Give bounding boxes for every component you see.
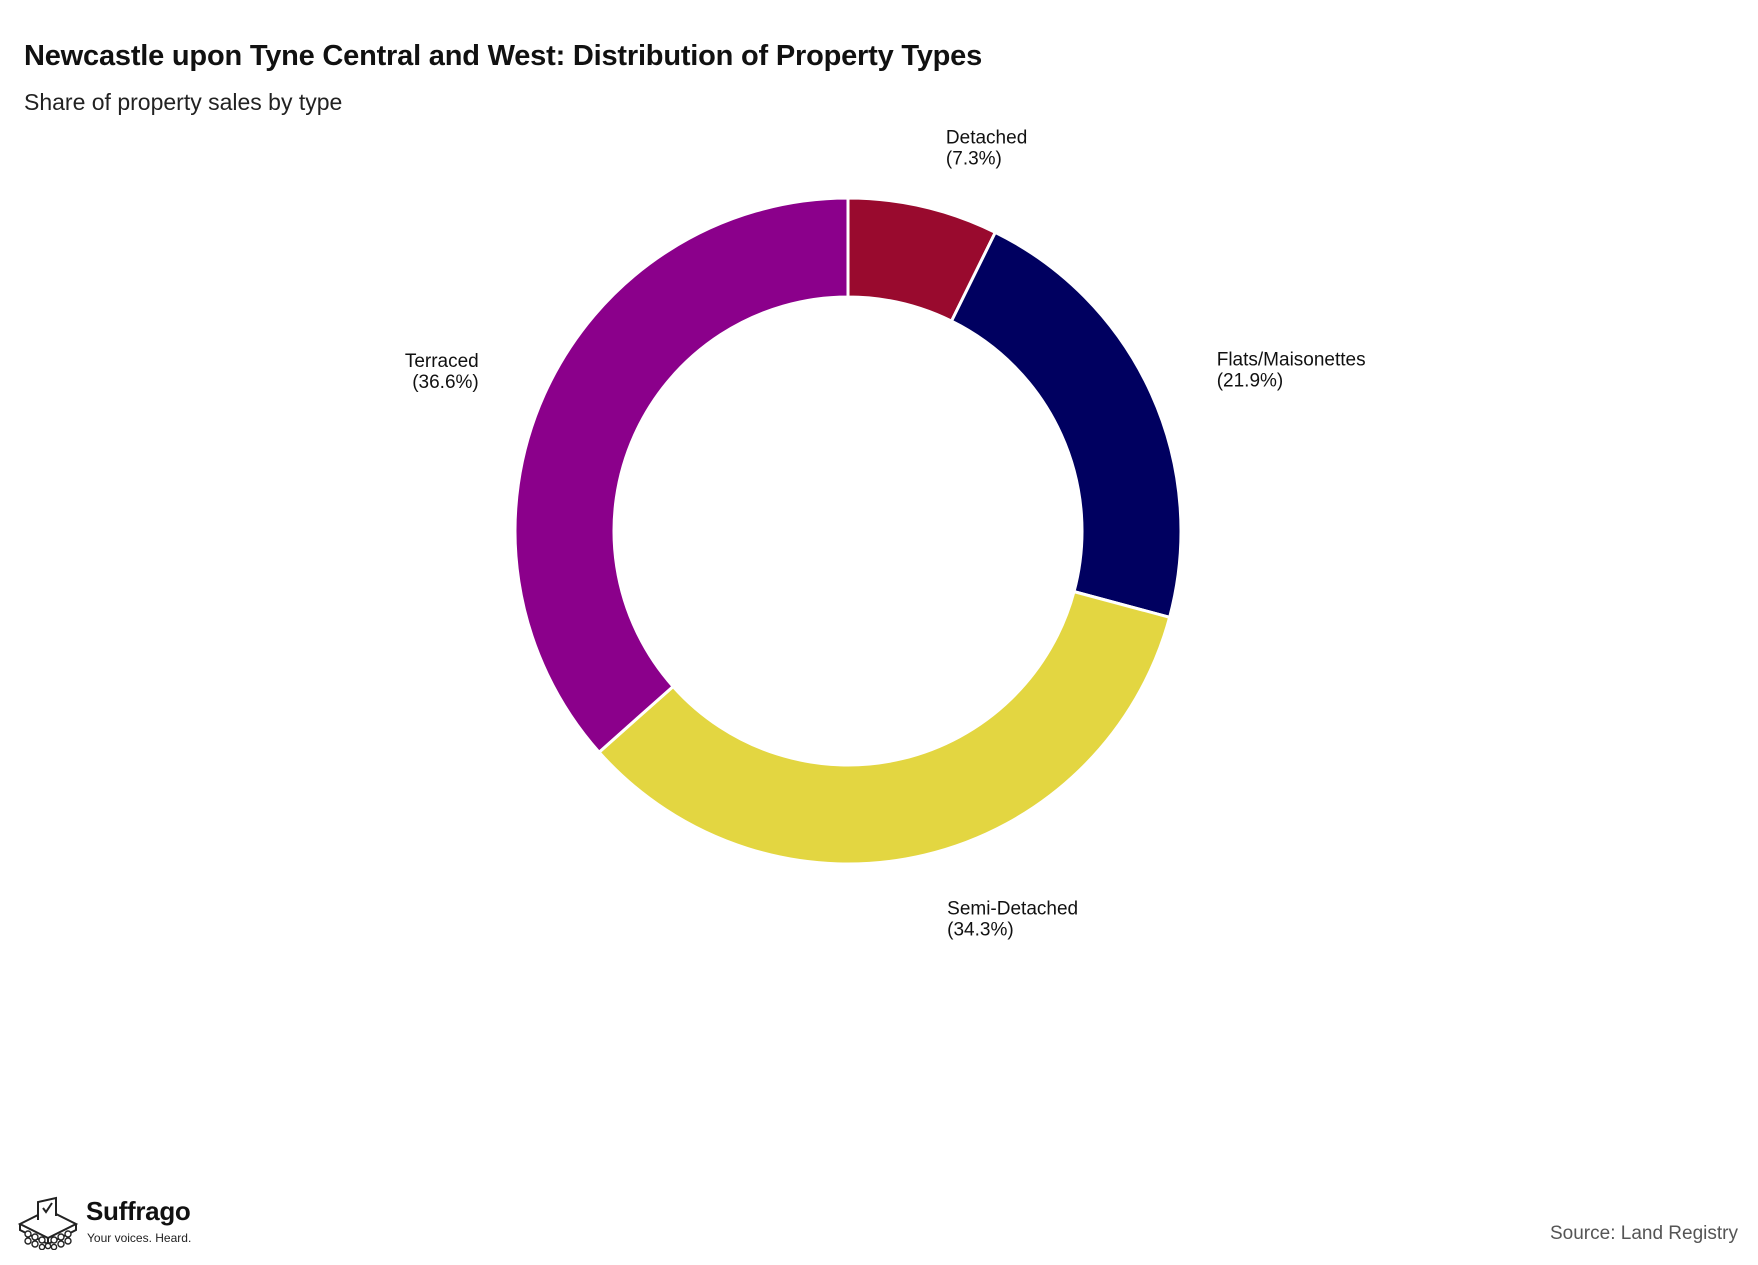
label-value-flats-maisonettes: (21.9%) bbox=[1217, 371, 1284, 392]
label-semi-detached: Semi-Detached (34.3%) bbox=[947, 898, 1078, 940]
label-flats-maisonettes: Flats/Maisonettes (21.9%) bbox=[1217, 350, 1366, 392]
chart-title: Newcastle upon Tyne Central and West: Di… bbox=[24, 40, 983, 72]
brand-tagline: Your voices. Heard. bbox=[87, 1231, 192, 1245]
source-note: Source: Land Registry bbox=[1550, 1223, 1738, 1244]
label-value-semi-detached: (34.3%) bbox=[947, 919, 1014, 940]
chart-subtitle: Share of property sales by type bbox=[24, 89, 343, 115]
brand-name: Suffrago bbox=[86, 1196, 191, 1226]
label-name-terraced: Terraced bbox=[405, 351, 479, 372]
donut-labels: Detached (7.3%) Flats/Maisonettes (21.9%) Se… bbox=[405, 127, 1366, 940]
donut-slices bbox=[513, 196, 1183, 866]
slice-semi-detached bbox=[597, 590, 1172, 866]
label-value-detached: (7.3%) bbox=[946, 148, 1002, 169]
label-value-terraced: (36.6%) bbox=[412, 372, 479, 393]
label-detached: Detached (7.3%) bbox=[946, 127, 1027, 169]
slice-terraced bbox=[513, 196, 850, 754]
ballot-box-icon bbox=[17, 1196, 79, 1250]
slice-flats-maisonettes bbox=[950, 230, 1183, 619]
label-name-semi-detached: Semi-Detached bbox=[947, 898, 1078, 919]
label-terraced: Terraced (36.6%) bbox=[405, 351, 479, 393]
label-name-flats-maisonettes: Flats/Maisonettes bbox=[1217, 350, 1366, 371]
label-name-detached: Detached bbox=[946, 127, 1027, 148]
brand-block: Suffrago Your voices. Heard. bbox=[16, 1194, 276, 1250]
